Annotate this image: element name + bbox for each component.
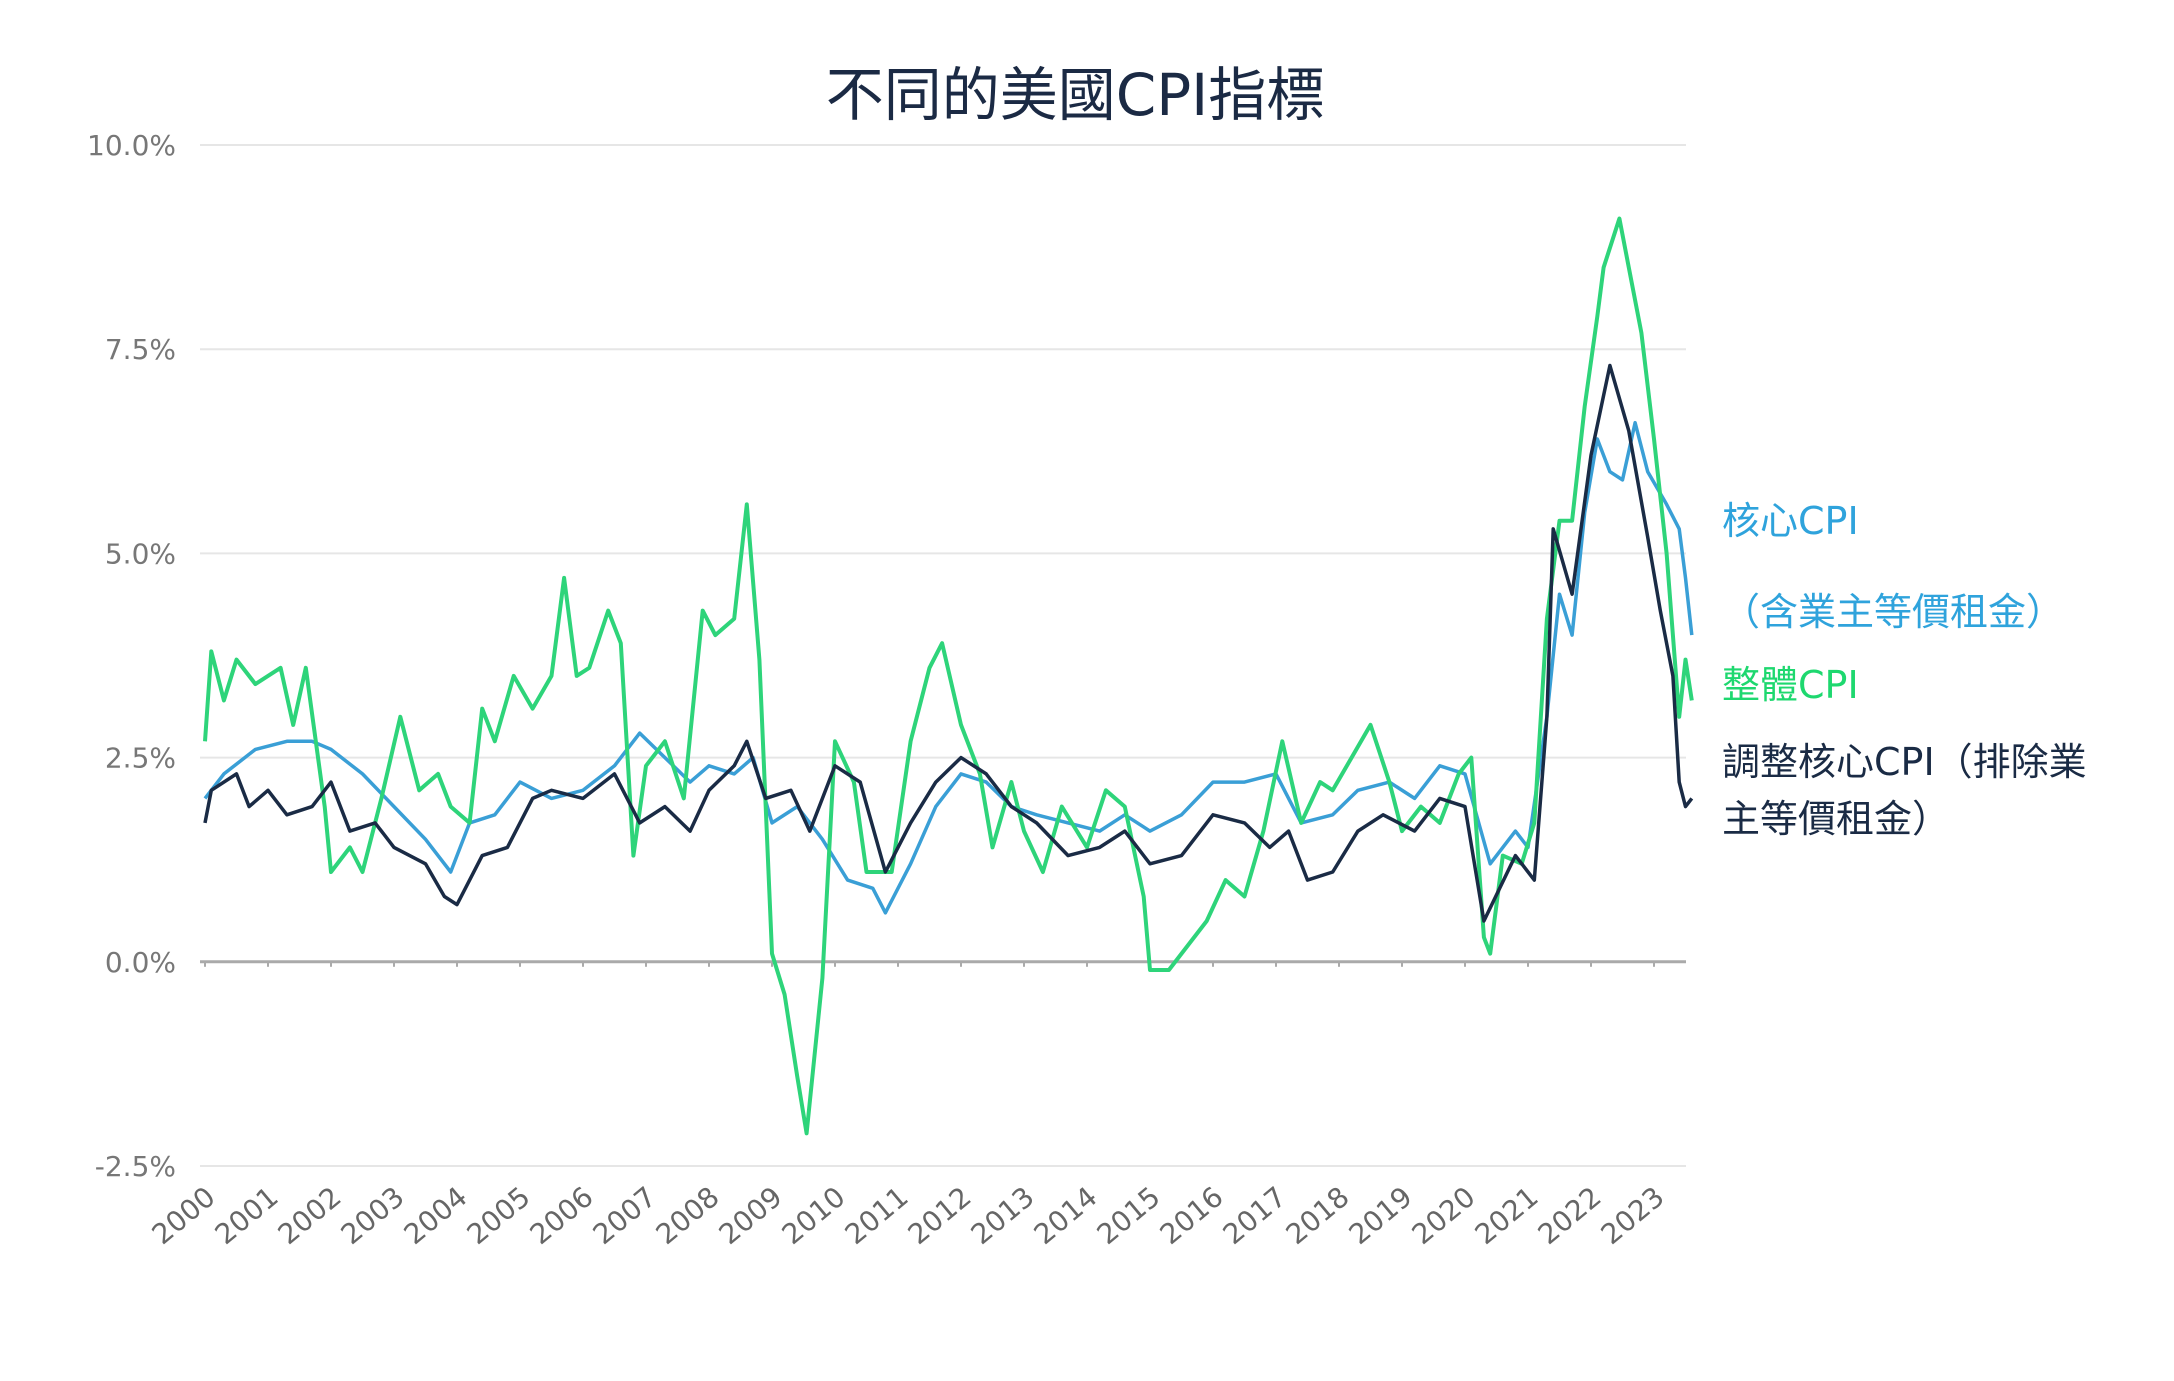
x-tick-label: 2014 — [1028, 1180, 1104, 1251]
x-axis-ticks: 2000200120022003200420052006200720082009… — [146, 1180, 1671, 1251]
x-tick-label: 2004 — [398, 1180, 474, 1251]
x-tick-label: 2003 — [335, 1180, 411, 1251]
y-tick-label: 5.0% — [105, 537, 176, 570]
x-tick-label: 2018 — [1280, 1180, 1356, 1251]
legend-core-cpi-line1: 核心CPI — [1722, 499, 1859, 543]
y-tick-label: -2.5% — [95, 1150, 176, 1183]
x-tick-label: 2023 — [1595, 1180, 1671, 1251]
x-tick-label: 2007 — [587, 1180, 663, 1251]
legend-adjusted-core-cpi: 調整核心CPI（排除業 主等價租金） — [1722, 734, 2087, 848]
x-tick-label: 2002 — [272, 1180, 348, 1251]
y-axis-ticks: 10.0% 7.5% 5.0% 2.5% 0.0% -2.5% — [87, 129, 176, 1183]
y-tick-label: 10.0% — [87, 129, 176, 162]
x-tick-label: 2011 — [839, 1180, 915, 1251]
x-tick-label: 2016 — [1154, 1180, 1230, 1251]
x-tick-label: 2009 — [713, 1180, 789, 1251]
x-tick-label: 2005 — [461, 1180, 537, 1251]
x-tick-label: 2006 — [524, 1180, 600, 1251]
legend-core-cpi-line2: （含業主等價租金） — [1722, 589, 2065, 634]
x-tick-label: 2013 — [965, 1180, 1041, 1251]
x-tick-label: 2012 — [902, 1180, 978, 1251]
series-lines — [203, 216, 1694, 1136]
y-tick-label: 7.5% — [105, 333, 176, 366]
x-tick-label: 2019 — [1343, 1180, 1419, 1251]
x-tick-label: 2010 — [776, 1180, 852, 1251]
y-tick-label: 2.5% — [105, 742, 176, 775]
legend-adjusted-core-cpi-line2: 主等價租金） — [1722, 797, 1951, 841]
chart-title: 不同的美國CPI指標 — [825, 61, 1325, 129]
series-line-2 — [203, 363, 1694, 923]
x-tick-label: 2021 — [1469, 1180, 1545, 1251]
x-tick-label: 2020 — [1406, 1180, 1482, 1251]
series-line-1 — [203, 216, 1694, 1136]
legend-adjusted-core-cpi-line1: 調整核心CPI（排除業 — [1722, 740, 2087, 784]
legend-headline-cpi: 整體CPI — [1722, 656, 1859, 715]
x-tick-label: 2017 — [1217, 1180, 1293, 1251]
x-tick-label: 2000 — [146, 1180, 222, 1251]
gridlines — [200, 144, 1686, 1167]
x-tick-label: 2015 — [1091, 1180, 1167, 1251]
legend-core-cpi: 核心CPI （含業主等價租金） — [1722, 492, 2064, 642]
y-tick-label: 0.0% — [105, 946, 176, 979]
x-tick-label: 2022 — [1532, 1180, 1608, 1251]
x-tick-label: 2008 — [650, 1180, 726, 1251]
x-tick-label: 2001 — [209, 1180, 285, 1251]
legend-headline-cpi-line1: 整體CPI — [1722, 663, 1859, 707]
